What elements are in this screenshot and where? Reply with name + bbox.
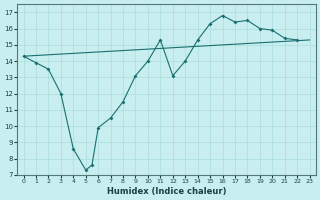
X-axis label: Humidex (Indice chaleur): Humidex (Indice chaleur) [107, 187, 226, 196]
